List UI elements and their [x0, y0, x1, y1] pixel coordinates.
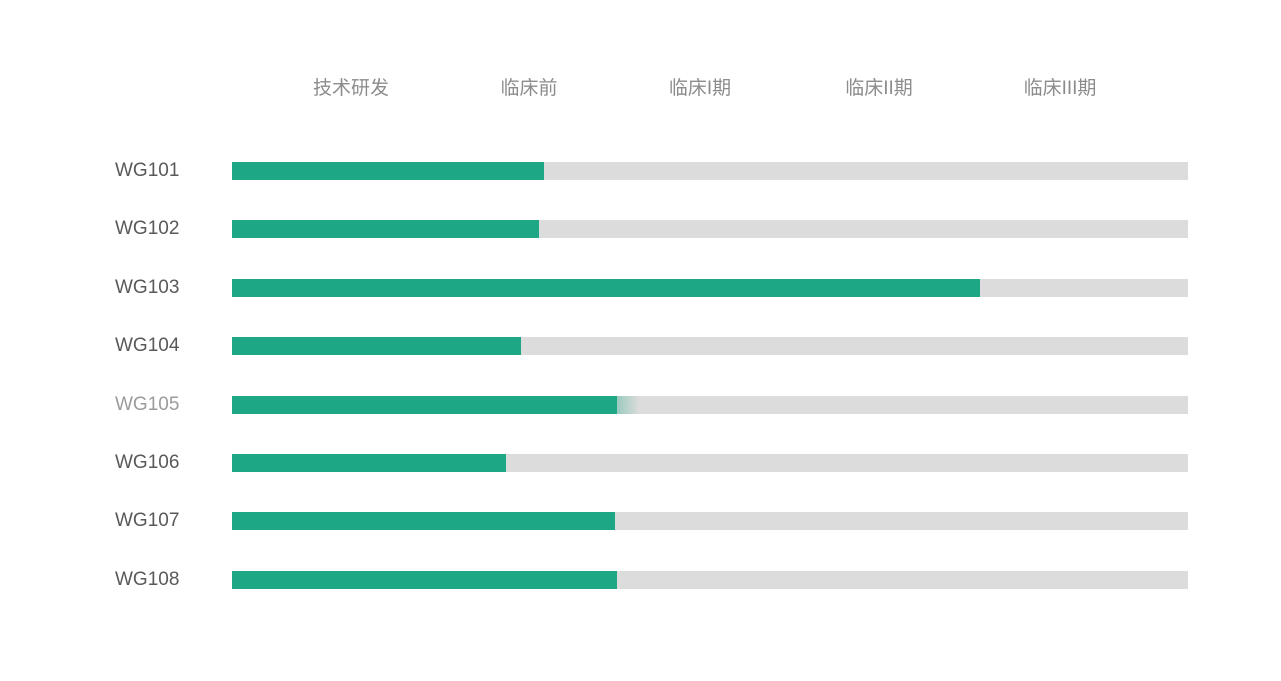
phase-header-4: 临床II期: [845, 78, 913, 99]
progress-fill[interactable]: [232, 570, 618, 589]
progress-fill[interactable]: [232, 512, 616, 531]
progress-fill[interactable]: [232, 162, 544, 180]
pipeline-row-wg107: WG107: [0, 510, 1281, 532]
row-label: WG105: [115, 393, 180, 415]
row-label: WG106: [115, 452, 180, 473]
progress-track[interactable]: [232, 570, 1188, 589]
progress-track[interactable]: [232, 220, 1188, 239]
progress-fill[interactable]: [232, 395, 640, 414]
pipeline-row-wg104: WG104: [0, 335, 1281, 357]
pipeline-row-wg103: WG103: [0, 276, 1281, 298]
phase-header-5: 临床III期: [1023, 78, 1097, 99]
progress-track[interactable]: [232, 454, 1188, 472]
progress-track[interactable]: [232, 395, 1188, 414]
phase-header-2: 临床前: [500, 78, 558, 99]
pipeline-row-wg102: WG102: [0, 218, 1281, 240]
row-label: WG102: [115, 218, 180, 240]
phase-header-row: 技术研发 临床前 临床I期 临床II期 临床III期: [0, 0, 1281, 110]
row-label: WG101: [115, 160, 180, 181]
pipeline-row-wg108: WG108: [0, 568, 1281, 590]
pipeline-row-wg105: WG105: [0, 393, 1281, 415]
pipeline-row-wg106: WG106: [0, 452, 1281, 473]
progress-track[interactable]: [232, 162, 1188, 180]
phase-header-3: 临床I期: [668, 78, 732, 99]
progress-fill[interactable]: [232, 220, 539, 239]
progress-fill[interactable]: [232, 454, 507, 472]
pipeline-row-wg101: WG101: [0, 160, 1281, 181]
progress-track[interactable]: [232, 512, 1188, 531]
row-label: WG107: [115, 510, 180, 532]
progress-track[interactable]: [232, 337, 1188, 356]
progress-fill[interactable]: [232, 337, 521, 356]
progress-track[interactable]: [232, 278, 1188, 297]
row-label: WG103: [115, 276, 180, 298]
row-label: WG104: [115, 335, 180, 357]
row-label: WG108: [115, 568, 180, 590]
progress-fill[interactable]: [232, 278, 980, 297]
phase-header-1: 技术研发: [312, 78, 390, 99]
